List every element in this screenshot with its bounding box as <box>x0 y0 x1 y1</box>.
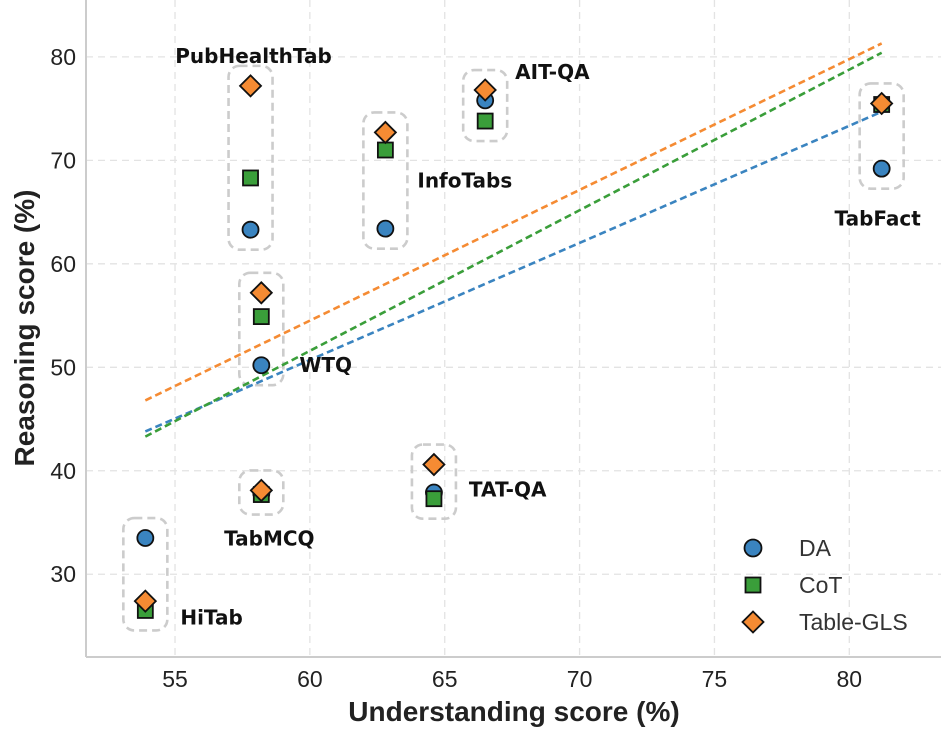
table-gls-point <box>238 74 263 98</box>
dataset-label: WTQ <box>299 353 352 377</box>
table-gls-point <box>422 452 446 477</box>
trend-line <box>144 110 883 433</box>
group-box <box>122 516 169 632</box>
table-gls-point <box>473 78 497 102</box>
da-point <box>241 220 260 239</box>
table-gls-point <box>869 91 894 116</box>
trend-lines <box>144 42 883 438</box>
x-tick-label: 65 <box>432 666 458 692</box>
x-tick-label: 60 <box>297 666 323 692</box>
data-points <box>133 74 894 619</box>
cot-point <box>476 112 494 130</box>
x-axis-title: Understanding score (%) <box>348 696 679 727</box>
table-gls-point <box>249 281 274 305</box>
cot-point <box>252 308 270 326</box>
dataset-label: PubHealthTab <box>175 44 332 68</box>
group-box <box>238 271 285 387</box>
y-tick-label: 40 <box>50 458 76 484</box>
legend-label: Table-GLS <box>799 609 908 635</box>
dataset-label: AIT-QA <box>515 60 590 84</box>
dataset-label: TAT-QA <box>469 478 547 502</box>
table-gls-point <box>249 478 274 503</box>
x-tick-label: 75 <box>702 666 728 692</box>
y-tick-label: 50 <box>50 354 76 380</box>
table-gls-point <box>133 589 158 613</box>
dataset-label: TabFact <box>835 207 922 231</box>
dataset-labels: PubHealthTab AIT-QA InfoTabs TabFact WTQ TAT-… <box>175 44 921 630</box>
legend-label: CoT <box>799 572 842 598</box>
group-box <box>362 111 409 250</box>
da-point <box>136 529 155 547</box>
group-box <box>410 443 458 520</box>
dataset-label: HiTab <box>180 605 242 629</box>
trend-line <box>144 51 883 438</box>
legend-marker <box>743 538 763 558</box>
y-tick-label: 60 <box>50 251 76 277</box>
dataset-label: InfoTabs <box>417 169 512 193</box>
y-tick-label: 70 <box>50 147 76 173</box>
da-point <box>376 219 395 238</box>
axes-layer: 55 60 65 70 75 80 30 40 50 60 70 80 <box>50 0 941 692</box>
legend-marker <box>741 610 765 634</box>
legend: DA CoT Table-GLS <box>741 535 908 635</box>
x-tick-label: 70 <box>567 666 593 692</box>
da-point <box>252 356 271 375</box>
group-box <box>227 64 274 251</box>
cot-point <box>242 169 259 187</box>
y-tick-label: 30 <box>50 561 76 587</box>
y-tick-label: 80 <box>50 44 76 70</box>
legend-marker <box>744 576 762 594</box>
cot-point <box>425 490 443 508</box>
x-tick-label: 80 <box>836 666 862 692</box>
group-box <box>461 68 509 143</box>
grid-layer <box>86 0 941 657</box>
x-tick-label: 55 <box>162 666 188 692</box>
dataset-label: TabMCQ <box>224 527 314 551</box>
legend-label: DA <box>799 535 832 561</box>
cot-point <box>376 141 394 159</box>
trend-line <box>144 42 883 402</box>
table-gls-point <box>373 120 398 145</box>
da-point <box>872 159 891 178</box>
group-boxes <box>122 64 905 632</box>
group-box <box>858 82 905 190</box>
y-axis-title: Reasoning score (%) <box>9 190 40 467</box>
